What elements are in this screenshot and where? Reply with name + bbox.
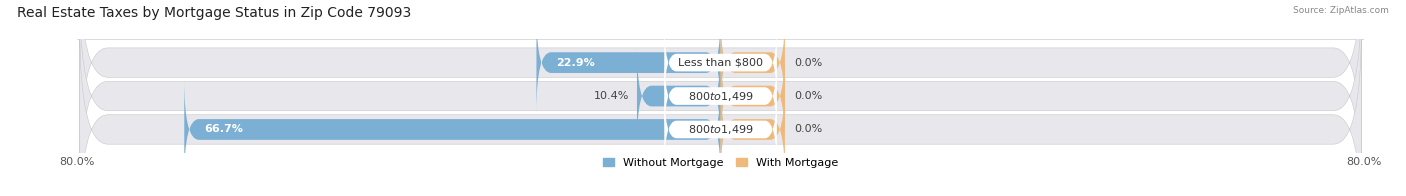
FancyBboxPatch shape	[664, 21, 778, 104]
Text: 0.0%: 0.0%	[794, 91, 823, 101]
FancyBboxPatch shape	[721, 46, 785, 146]
Text: Real Estate Taxes by Mortgage Status in Zip Code 79093: Real Estate Taxes by Mortgage Status in …	[17, 6, 411, 20]
FancyBboxPatch shape	[537, 13, 721, 113]
FancyBboxPatch shape	[637, 46, 721, 146]
FancyBboxPatch shape	[184, 80, 721, 179]
Text: 0.0%: 0.0%	[794, 58, 823, 68]
FancyBboxPatch shape	[721, 80, 785, 179]
FancyBboxPatch shape	[80, 0, 1361, 165]
Text: Source: ZipAtlas.com: Source: ZipAtlas.com	[1294, 6, 1389, 15]
Text: 0.0%: 0.0%	[794, 124, 823, 134]
FancyBboxPatch shape	[721, 13, 785, 113]
Text: $800 to $1,499: $800 to $1,499	[688, 90, 754, 103]
Text: $800 to $1,499: $800 to $1,499	[688, 123, 754, 136]
FancyBboxPatch shape	[664, 55, 778, 137]
Legend: Without Mortgage, With Mortgage: Without Mortgage, With Mortgage	[603, 158, 838, 168]
FancyBboxPatch shape	[80, 27, 1361, 196]
Text: 66.7%: 66.7%	[204, 124, 243, 134]
Text: 22.9%: 22.9%	[557, 58, 595, 68]
Text: Less than $800: Less than $800	[678, 58, 763, 68]
Text: 10.4%: 10.4%	[593, 91, 628, 101]
FancyBboxPatch shape	[80, 0, 1361, 196]
FancyBboxPatch shape	[664, 88, 778, 171]
